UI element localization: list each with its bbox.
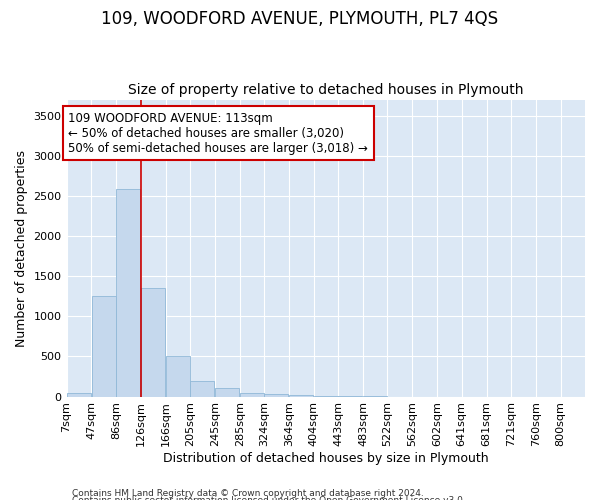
Bar: [264, 394, 288, 396]
Bar: [166, 356, 190, 397]
Bar: [289, 395, 313, 396]
Y-axis label: Number of detached properties: Number of detached properties: [15, 150, 28, 346]
Bar: [67, 392, 91, 396]
Bar: [190, 380, 214, 396]
Text: Contains public sector information licensed under the Open Government Licence v3: Contains public sector information licen…: [72, 496, 466, 500]
Title: Size of property relative to detached houses in Plymouth: Size of property relative to detached ho…: [128, 83, 524, 97]
Bar: [92, 296, 116, 396]
Bar: [116, 190, 140, 396]
Text: 109 WOODFORD AVENUE: 113sqm
← 50% of detached houses are smaller (3,020)
50% of : 109 WOODFORD AVENUE: 113sqm ← 50% of det…: [68, 112, 368, 154]
Text: 109, WOODFORD AVENUE, PLYMOUTH, PL7 4QS: 109, WOODFORD AVENUE, PLYMOUTH, PL7 4QS: [101, 10, 499, 28]
X-axis label: Distribution of detached houses by size in Plymouth: Distribution of detached houses by size …: [163, 452, 488, 465]
Bar: [141, 288, 165, 397]
Bar: [215, 388, 239, 396]
Bar: [240, 392, 264, 396]
Text: Contains HM Land Registry data © Crown copyright and database right 2024.: Contains HM Land Registry data © Crown c…: [72, 488, 424, 498]
